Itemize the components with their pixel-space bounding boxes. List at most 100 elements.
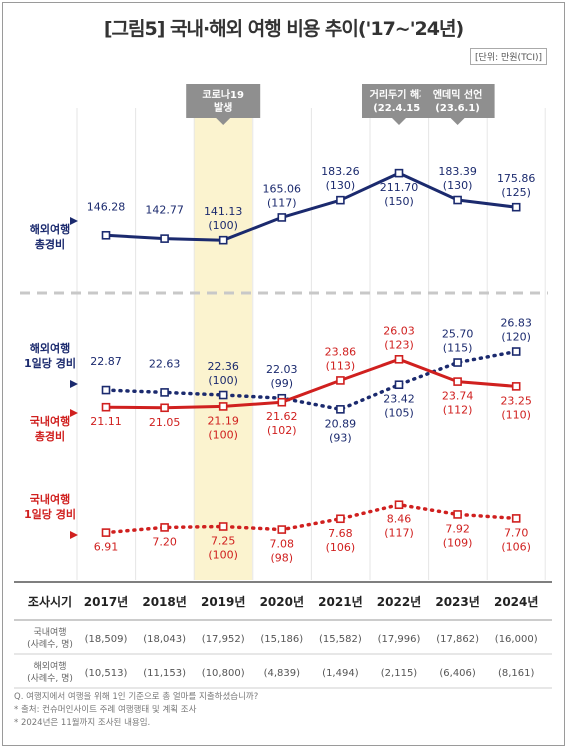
data-point xyxy=(511,202,521,212)
data-point xyxy=(336,376,345,385)
data-label: 141.13 xyxy=(204,205,243,218)
series-name: 해외여행 xyxy=(30,341,70,355)
series-line xyxy=(105,357,517,410)
data-label: 21.05 xyxy=(149,416,181,429)
index-label: (102) xyxy=(267,424,297,437)
data-label: 175.86 xyxy=(497,172,536,185)
series-line xyxy=(105,171,517,242)
x-tick-label: 2017년 xyxy=(84,595,128,609)
data-label: 26.03 xyxy=(383,324,415,337)
data-point xyxy=(336,195,345,205)
data-point xyxy=(160,388,169,397)
index-label: (130) xyxy=(443,179,473,192)
index-label: (105) xyxy=(384,407,414,420)
callout-pointer xyxy=(450,118,465,125)
data-point xyxy=(101,230,111,240)
callout-text: 코로나19 xyxy=(202,88,244,101)
data-label: 22.36 xyxy=(207,360,239,373)
series-name: 1일당 경비 xyxy=(24,356,76,370)
footnotes: Q. 여행지에서 여행을 위해 1인 기준으로 총 얼마를 지출하셨습니까? *… xyxy=(14,691,258,730)
index-label: (100) xyxy=(208,374,238,387)
index-label: (117) xyxy=(267,196,297,209)
data-label: 7.20 xyxy=(152,535,177,548)
index-label: (98) xyxy=(271,552,294,565)
series-name: 1일당 경비 xyxy=(24,507,76,521)
data-point xyxy=(453,195,462,205)
data-label: 211.70 xyxy=(380,181,419,194)
index-label: (106) xyxy=(501,540,531,553)
data-label: 165.06 xyxy=(263,182,302,195)
data-point xyxy=(101,385,111,395)
callout-text: 거리두기 해제 xyxy=(370,88,429,101)
x-tick-label: 2022년 xyxy=(377,595,421,609)
series-line xyxy=(104,349,518,412)
data-point xyxy=(511,382,521,391)
series-name: 국내여행 xyxy=(30,414,70,428)
sample-size-value: (11,153) xyxy=(143,668,186,679)
index-label: (106) xyxy=(326,541,356,554)
sample-size-value: (2,115) xyxy=(381,668,418,679)
data-label: 23.86 xyxy=(325,345,357,358)
data-label: 22.03 xyxy=(266,363,298,376)
data-point xyxy=(511,347,521,356)
series-name: 해외여행 xyxy=(30,222,70,236)
data-point xyxy=(453,377,462,386)
data-label: 146.28 xyxy=(87,200,126,213)
data-label: 21.19 xyxy=(207,414,239,427)
series-name: 국내여행 xyxy=(30,492,70,506)
data-point xyxy=(336,514,345,524)
callout-text: (22.4.15) xyxy=(373,103,425,114)
footnote-source: * 출처: 컨슈머인사이트 주례 여행행태 및 계획 조사 xyxy=(14,705,197,715)
sample-size-label: (사례수, 명) xyxy=(27,673,73,684)
sample-size-value: (18,043) xyxy=(143,634,186,645)
data-point xyxy=(277,397,287,407)
data-point xyxy=(160,523,169,532)
sample-size-label: 국내여행 xyxy=(33,626,66,638)
index-label: (100) xyxy=(208,428,238,441)
data-label: 7.68 xyxy=(328,527,353,540)
data-point xyxy=(218,522,228,531)
index-label: (109) xyxy=(443,536,473,549)
data-point xyxy=(218,402,228,411)
x-tick-label: 2019년 xyxy=(201,595,245,609)
x-axis-title: 조사시기 xyxy=(28,594,72,609)
index-label: (100) xyxy=(208,219,238,232)
x-tick-label: 2020년 xyxy=(260,595,304,609)
sample-size-value: (10,513) xyxy=(85,668,128,679)
sample-size-label: 해외여행 xyxy=(33,660,66,672)
data-point xyxy=(160,403,169,413)
data-label: 7.25 xyxy=(211,535,236,548)
highlight-2019 xyxy=(194,108,253,580)
data-label: 7.70 xyxy=(504,526,529,539)
data-label: 22.63 xyxy=(149,357,181,370)
callout-text: 엔데믹 선언 xyxy=(433,88,482,101)
index-label: (100) xyxy=(208,549,238,562)
x-tick-label: 2018년 xyxy=(142,595,186,609)
sample-size-value: (17,952) xyxy=(202,634,245,645)
data-point xyxy=(336,405,345,414)
data-label: 183.39 xyxy=(438,165,477,178)
callout-box xyxy=(420,84,495,118)
index-label: (125) xyxy=(501,186,531,199)
data-label: 7.08 xyxy=(270,538,295,551)
index-label: (99) xyxy=(271,377,294,390)
callout-text: (23.6.1) xyxy=(435,103,480,114)
data-point xyxy=(394,500,404,510)
x-tick-label: 2024년 xyxy=(494,595,538,609)
index-label: (120) xyxy=(501,331,531,344)
data-label: 22.87 xyxy=(90,355,122,368)
sample-size-label: (사례수, 명) xyxy=(27,639,73,650)
data-point xyxy=(218,390,228,400)
data-label: 183.26 xyxy=(321,165,360,178)
x-tick-label: 2023년 xyxy=(435,595,479,609)
data-label: 25.70 xyxy=(442,328,474,341)
data-point xyxy=(394,380,404,390)
index-label: (93) xyxy=(329,431,352,444)
series-name: 총경비 xyxy=(35,429,65,443)
index-label: (150) xyxy=(384,195,414,208)
index-label: (113) xyxy=(326,359,356,372)
sample-size-value: (8,161) xyxy=(498,668,535,679)
data-label: 26.83 xyxy=(500,317,532,330)
callout-text: 발생 xyxy=(214,101,232,114)
